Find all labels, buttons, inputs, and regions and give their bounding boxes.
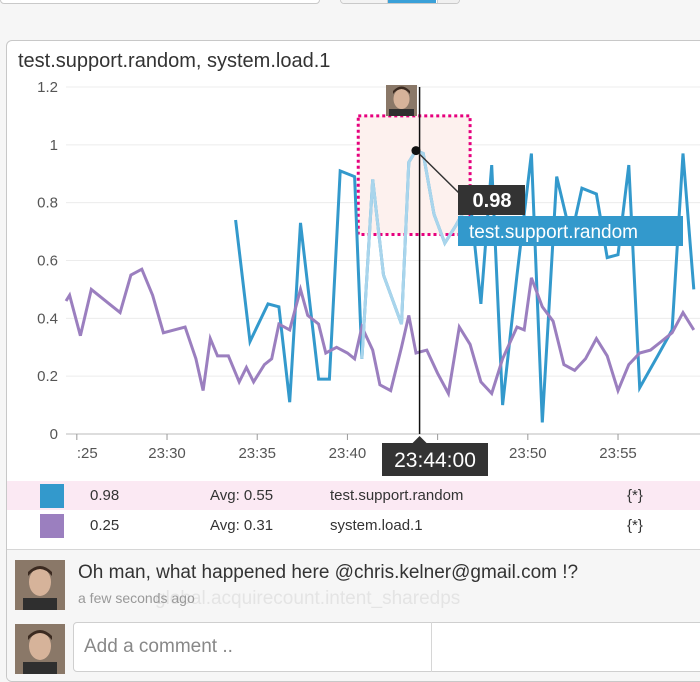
legend-average: Avg: 0.31 [210, 517, 274, 534]
legend-scope: {*} [627, 517, 643, 534]
comment-timestamp: a few seconds ago [78, 590, 195, 606]
legend-value: 0.25 [90, 517, 120, 534]
toggle-segment-right[interactable] [437, 0, 459, 3]
x-tick-label: :25 [77, 445, 98, 462]
legend-series-name: system.load.1 [330, 517, 423, 534]
graph-widget: test.support.random, system.load.1 0 0.2 0… [6, 40, 700, 682]
y-tick-label: 0.8 [37, 195, 58, 212]
legend-scope: {*} [627, 487, 643, 504]
legend-series-name: test.support.random [330, 487, 464, 504]
comment-marker-avatar-icon[interactable] [386, 85, 417, 116]
legend-average: Avg: 0.55 [210, 487, 274, 504]
hover-point-marker [411, 146, 421, 156]
avatar [15, 560, 65, 610]
toggle-segment-left[interactable] [341, 0, 388, 3]
y-tick-label: 1 [50, 137, 58, 154]
series-line-system-load-1[interactable] [64, 267, 696, 399]
user-photo-icon [15, 560, 65, 610]
tooltip-name-box [458, 216, 683, 246]
x-tick-label: 23:55 [599, 445, 637, 462]
legend-swatch [40, 484, 64, 508]
x-tick-label: 23:40 [329, 445, 367, 462]
cursor-time-box [382, 443, 488, 476]
search-input[interactable] [0, 0, 320, 4]
cursor-time-pointer [412, 436, 427, 443]
legend-row[interactable]: 0.98 Avg: 0.55 test.support.random {*} [7, 481, 700, 510]
comment-input[interactable] [73, 622, 700, 672]
widget-title: test.support.random, system.load.1 [18, 50, 331, 72]
legend-swatch [40, 514, 64, 538]
x-tick-label: 23:50 [509, 445, 547, 462]
top-toolbar [0, 0, 700, 38]
timeseries-chart[interactable]: 0 0.2 0.4 0.6 0.8 1 1.2 :25 23:30 23:35 23:40 23:50… [7, 41, 700, 481]
comment-thread: global.acquirecount.intent_sharedps Oh m… [7, 549, 700, 681]
cursor-time-label: 23:44:00 [394, 449, 476, 472]
y-tick-label: 0.2 [37, 368, 58, 385]
user-photo-icon [15, 624, 65, 674]
comment-body: Oh man, what happened here @chris.kelner… [78, 562, 579, 583]
tooltip-value-box [458, 185, 525, 215]
x-tick-label: 23:30 [148, 445, 186, 462]
legend-value: 0.98 [90, 487, 120, 504]
legend-row[interactable]: 0.25 Avg: 0.31 system.load.1 {*} [7, 511, 700, 540]
tooltip-value: 0.98 [473, 190, 512, 212]
y-tick-label: 0.6 [37, 253, 58, 270]
tooltip-series-name: test.support.random [469, 222, 638, 243]
avatar [15, 624, 65, 674]
tooltip-pointer [415, 150, 460, 194]
y-tick-label: 0.4 [37, 310, 58, 327]
selection-box[interactable] [356, 114, 472, 236]
background-ghost-text: global.acquirecount.intent_sharedps [155, 588, 461, 609]
x-tick-label: 23:35 [238, 445, 276, 462]
y-tick-label: 1.2 [37, 79, 58, 96]
input-divider [431, 622, 432, 672]
y-tick-label: 0 [50, 426, 58, 443]
view-toggle-group [340, 0, 460, 4]
toggle-segment-active[interactable] [388, 0, 436, 3]
